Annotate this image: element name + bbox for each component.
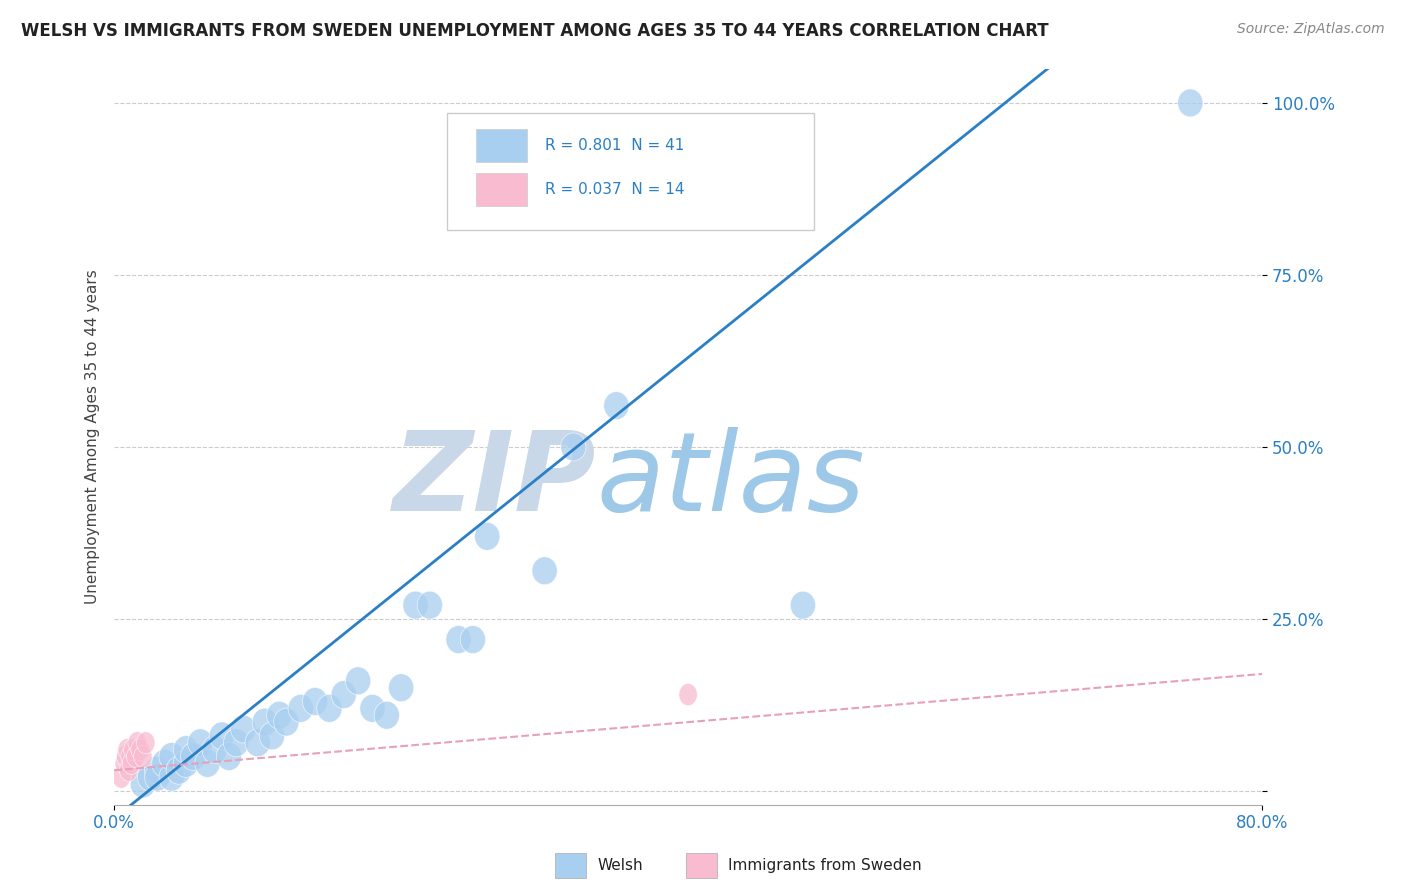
Ellipse shape <box>121 746 139 767</box>
Ellipse shape <box>388 673 413 702</box>
Ellipse shape <box>131 770 156 798</box>
Ellipse shape <box>127 746 145 767</box>
Ellipse shape <box>128 731 146 754</box>
Ellipse shape <box>332 681 356 708</box>
Ellipse shape <box>173 736 198 764</box>
Ellipse shape <box>159 764 184 791</box>
FancyBboxPatch shape <box>447 112 814 230</box>
FancyBboxPatch shape <box>475 128 527 162</box>
Ellipse shape <box>679 683 697 706</box>
Ellipse shape <box>252 708 277 736</box>
Ellipse shape <box>115 752 134 774</box>
Ellipse shape <box>1178 89 1204 117</box>
Ellipse shape <box>224 729 249 756</box>
Ellipse shape <box>259 722 284 750</box>
Ellipse shape <box>180 742 205 771</box>
Ellipse shape <box>120 759 138 781</box>
Ellipse shape <box>446 625 471 654</box>
Ellipse shape <box>187 729 212 756</box>
Ellipse shape <box>159 742 184 771</box>
Ellipse shape <box>136 731 155 754</box>
Ellipse shape <box>360 694 385 723</box>
Ellipse shape <box>302 688 328 715</box>
FancyBboxPatch shape <box>475 173 527 206</box>
Text: R = 0.037  N = 14: R = 0.037 N = 14 <box>544 183 685 197</box>
Ellipse shape <box>112 766 131 789</box>
Ellipse shape <box>245 729 270 756</box>
Ellipse shape <box>202 736 228 764</box>
Ellipse shape <box>374 701 399 730</box>
Ellipse shape <box>134 746 152 767</box>
Ellipse shape <box>118 739 136 761</box>
Ellipse shape <box>603 392 628 419</box>
Ellipse shape <box>460 625 485 654</box>
Ellipse shape <box>346 667 371 695</box>
Ellipse shape <box>267 701 292 730</box>
Ellipse shape <box>209 722 235 750</box>
Ellipse shape <box>475 523 501 550</box>
Ellipse shape <box>166 756 191 784</box>
Ellipse shape <box>138 764 163 791</box>
Ellipse shape <box>131 739 149 761</box>
Ellipse shape <box>195 749 221 778</box>
Text: atlas: atlas <box>596 427 865 534</box>
Ellipse shape <box>173 749 198 778</box>
Ellipse shape <box>124 739 142 761</box>
Ellipse shape <box>790 591 815 619</box>
Ellipse shape <box>122 752 141 774</box>
Ellipse shape <box>404 591 427 619</box>
Text: ZIP: ZIP <box>392 427 596 534</box>
Ellipse shape <box>418 591 443 619</box>
Ellipse shape <box>531 557 557 585</box>
Ellipse shape <box>217 742 242 771</box>
Ellipse shape <box>274 708 299 736</box>
Text: WELSH VS IMMIGRANTS FROM SWEDEN UNEMPLOYMENT AMONG AGES 35 TO 44 YEARS CORRELATI: WELSH VS IMMIGRANTS FROM SWEDEN UNEMPLOY… <box>21 22 1049 40</box>
Text: Welsh: Welsh <box>598 858 643 872</box>
Ellipse shape <box>561 433 586 461</box>
Ellipse shape <box>145 764 170 791</box>
Ellipse shape <box>117 746 135 767</box>
Ellipse shape <box>288 694 314 723</box>
Ellipse shape <box>231 715 256 743</box>
Ellipse shape <box>316 694 342 723</box>
Text: Source: ZipAtlas.com: Source: ZipAtlas.com <box>1237 22 1385 37</box>
Ellipse shape <box>152 749 177 778</box>
Ellipse shape <box>145 756 170 784</box>
Y-axis label: Unemployment Among Ages 35 to 44 years: Unemployment Among Ages 35 to 44 years <box>86 269 100 604</box>
Text: Immigrants from Sweden: Immigrants from Sweden <box>728 858 922 872</box>
Text: R = 0.801  N = 41: R = 0.801 N = 41 <box>544 138 683 153</box>
